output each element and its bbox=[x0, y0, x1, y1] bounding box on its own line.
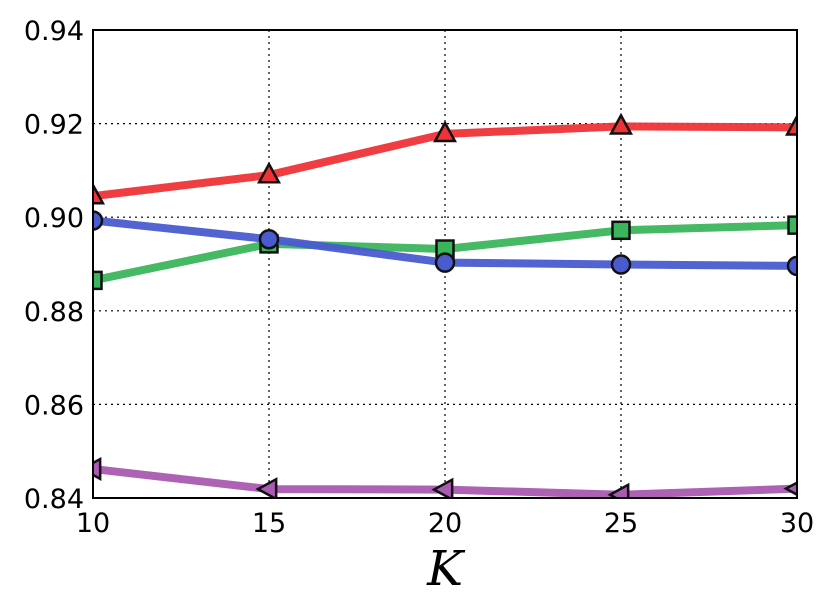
series-0-marker bbox=[432, 120, 458, 143]
series-3-marker bbox=[431, 477, 454, 498]
y-tick-label: 0.94 bbox=[24, 16, 84, 47]
series-0-marker bbox=[608, 112, 634, 135]
series-2-marker bbox=[786, 255, 797, 277]
series-0-marker bbox=[256, 161, 282, 184]
x-tick-label: 30 bbox=[780, 508, 814, 539]
series-2-marker bbox=[610, 254, 632, 275]
plot-frame bbox=[92, 29, 798, 499]
series-0-marker bbox=[93, 182, 106, 205]
y-tick-label: 0.84 bbox=[24, 484, 84, 515]
series-2-marker bbox=[434, 252, 456, 273]
series-3-marker bbox=[783, 481, 797, 497]
x-tick-label: 15 bbox=[252, 508, 286, 539]
series-1-marker bbox=[611, 220, 631, 241]
series-3-marker bbox=[607, 482, 630, 498]
x-tick-label: 20 bbox=[428, 508, 462, 539]
x-tick-labels: 10 15 20 25 30 bbox=[76, 508, 814, 539]
y-tick-label: 0.88 bbox=[24, 297, 84, 328]
y-tick-label: 0.92 bbox=[24, 110, 84, 141]
series-3-marker bbox=[93, 456, 102, 481]
y-tick-labels: 0.84 0.86 0.88 0.90 0.92 0.94 bbox=[24, 16, 84, 515]
series-2-marker bbox=[258, 228, 280, 250]
series-2-marker bbox=[93, 210, 104, 231]
y-tick-label: 0.86 bbox=[24, 390, 84, 421]
x-tick-label: 10 bbox=[76, 508, 110, 539]
series-3-marker bbox=[255, 477, 278, 498]
series-1-marker bbox=[787, 215, 797, 235]
series-0-marker bbox=[784, 113, 797, 136]
x-tick-label: 25 bbox=[604, 508, 638, 539]
series-group bbox=[93, 112, 797, 498]
series-1-marker bbox=[93, 270, 103, 291]
y-tick-label: 0.90 bbox=[24, 203, 84, 234]
x-axis-label: K bbox=[426, 541, 466, 597]
